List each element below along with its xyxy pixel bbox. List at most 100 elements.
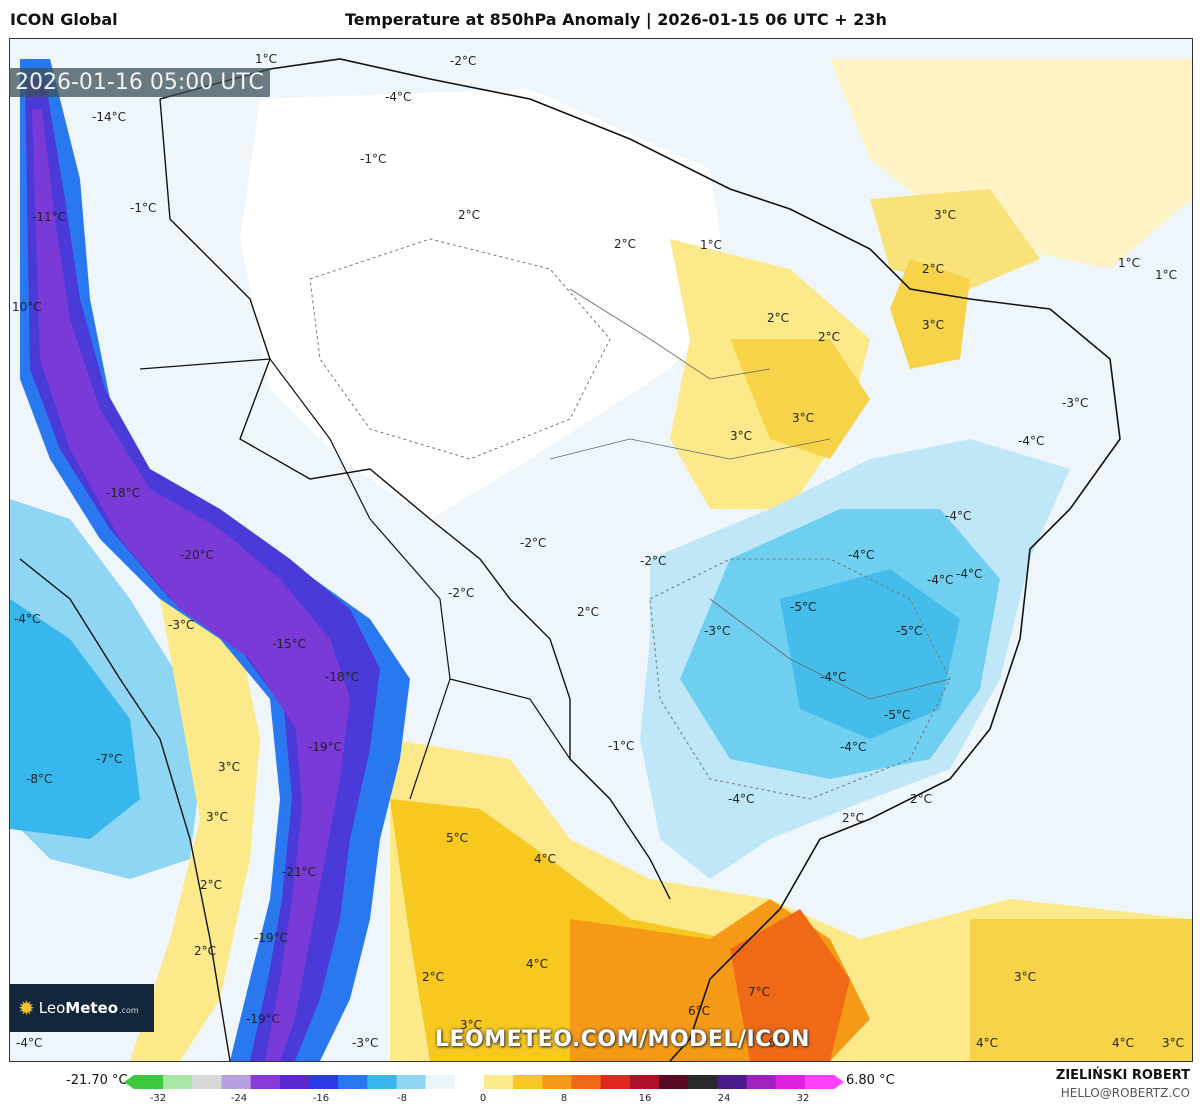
temp-label: -4°C — [1018, 434, 1044, 448]
temp-label: 3°C — [730, 429, 752, 443]
temp-label: -19°C — [246, 1012, 280, 1026]
header: ICON Global Temperature at 850hPa Anomal… — [0, 0, 1200, 38]
temp-label: -4°C — [14, 612, 40, 626]
temp-label: -4°C — [840, 740, 866, 754]
temp-label: 2°C — [200, 878, 222, 892]
colorbar-segment — [775, 1075, 806, 1089]
map-canvas: 1°C -2°C -4°C -1°C -14°C -11°C -1°C 10°C… — [10, 39, 1192, 1061]
colorbar-segment — [454, 1075, 485, 1089]
colorbar-segment — [688, 1075, 718, 1089]
colorbar-tick: -24 — [230, 1093, 248, 1104]
colorbar-segment — [629, 1075, 660, 1089]
colorbar-segment — [221, 1075, 252, 1089]
zone-warm-4 — [890, 259, 970, 369]
temp-label: 3°C — [792, 411, 814, 425]
colorbar-tick: 16 — [638, 1093, 652, 1104]
state-border-1 — [549, 438, 831, 460]
contour-dashed-2 — [649, 558, 951, 800]
state-border-3 — [709, 598, 951, 700]
colorbar-segment — [513, 1075, 543, 1089]
temp-label: 2°C — [818, 330, 840, 344]
temp-label: 3°C — [922, 318, 944, 332]
temp-label: -11°C — [32, 210, 66, 224]
colorbar-tick: 24 — [717, 1093, 731, 1104]
zone-cool-deep — [780, 569, 960, 739]
colorbar-tick: 8 — [560, 1093, 568, 1104]
colorbar-tick: -8 — [397, 1093, 407, 1104]
temp-label: 7°C — [748, 985, 770, 999]
temp-label: 3°C — [218, 760, 240, 774]
temp-label: -1°C — [130, 201, 156, 215]
coastline-west — [19, 558, 231, 1061]
temp-label: 2°C — [842, 811, 864, 825]
temp-label: 4°C — [1112, 1036, 1134, 1050]
colorbar-segment — [309, 1075, 339, 1089]
colorbar-segment — [484, 1075, 514, 1089]
colorbar-segment — [659, 1075, 689, 1089]
temp-label: 4°C — [526, 957, 548, 971]
colorbar-segment — [192, 1075, 222, 1089]
temp-label: 5°C — [446, 831, 468, 845]
logo-name-a: Leo — [38, 999, 66, 1017]
temp-label: -20°C — [180, 548, 214, 562]
anomaly-map: 1°C -2°C -4°C -1°C -14°C -11°C -1°C 10°C… — [9, 38, 1193, 1062]
temp-label: -5°C — [884, 708, 910, 722]
temp-label: -8°C — [26, 772, 52, 786]
colorbar-segment — [279, 1075, 310, 1089]
temp-label: 1°C — [700, 238, 722, 252]
temp-label: 2°C — [577, 605, 599, 619]
colorbar-max-label: 6.80 °C — [846, 1073, 895, 1088]
temp-label: -3°C — [168, 618, 194, 632]
colorbar-segment — [367, 1075, 397, 1089]
temp-label: 4°C — [976, 1036, 998, 1050]
temp-label: -5°C — [790, 600, 816, 614]
colorbar-arrow-right — [834, 1075, 844, 1089]
logo-text: LeoMeteo.com — [39, 999, 139, 1017]
colorbar-min-label: -21.70 °C — [66, 1073, 128, 1088]
temp-label: -14°C — [92, 110, 126, 124]
temp-label: 1°C — [1118, 256, 1140, 270]
colorbar-segment — [600, 1075, 631, 1089]
zone-pacific-deep — [10, 599, 140, 839]
colorbar-segment — [250, 1075, 281, 1089]
temperature-labels: 1°C -2°C -4°C -1°C -14°C -11°C -1°C 10°C… — [12, 52, 1184, 1050]
temp-label: -3°C — [704, 624, 730, 638]
zone-andes-core — [32, 109, 350, 1061]
logo-name-b: Meteo — [65, 999, 119, 1017]
colorbar-tick: 32 — [796, 1093, 810, 1104]
temp-label: -3°C — [352, 1036, 378, 1050]
temp-label: 10°C — [12, 300, 42, 314]
temp-label: -3°C — [1062, 396, 1088, 410]
model-name: ICON Global — [10, 10, 118, 29]
temp-label: -21°C — [282, 865, 316, 879]
temp-label: -1°C — [360, 152, 386, 166]
zone-chile-warm — [130, 599, 260, 1061]
temp-label: 2°C — [922, 262, 944, 276]
temp-label: -2°C — [640, 554, 666, 568]
temp-label: -4°C — [927, 573, 953, 587]
temp-label: 4°C — [534, 852, 556, 866]
colorbar-segment — [717, 1075, 747, 1089]
temp-label: 3°C — [1162, 1036, 1184, 1050]
temp-label: -2°C — [448, 586, 474, 600]
border-paraguay — [449, 678, 611, 800]
zone-neutral-north — [240, 89, 730, 519]
author-name: ZIELIŃSKI ROBERT — [1055, 1068, 1190, 1083]
watermark-url: LEOMETEO.COM/MODEL/ICON — [435, 1027, 810, 1052]
temp-label: -4°C — [385, 90, 411, 104]
colorbar — [124, 1075, 844, 1089]
author-email: HELLO@ROBERTZ.CO — [1060, 1086, 1190, 1100]
temp-label: 3°C — [1014, 970, 1036, 984]
temp-label: -5°C — [896, 624, 922, 638]
zone-hottest — [730, 909, 850, 1061]
temp-label: 2°C — [422, 970, 444, 984]
temp-label: -4°C — [848, 548, 874, 562]
temp-label: 2°C — [194, 944, 216, 958]
border-peru — [139, 358, 371, 520]
state-border-2 — [569, 288, 771, 380]
temp-label: -19°C — [308, 740, 342, 754]
coastline-east — [159, 58, 1121, 1061]
temp-label: -18°C — [325, 670, 359, 684]
temp-label: -7°C — [96, 752, 122, 766]
temp-label: -1°C — [608, 739, 634, 753]
